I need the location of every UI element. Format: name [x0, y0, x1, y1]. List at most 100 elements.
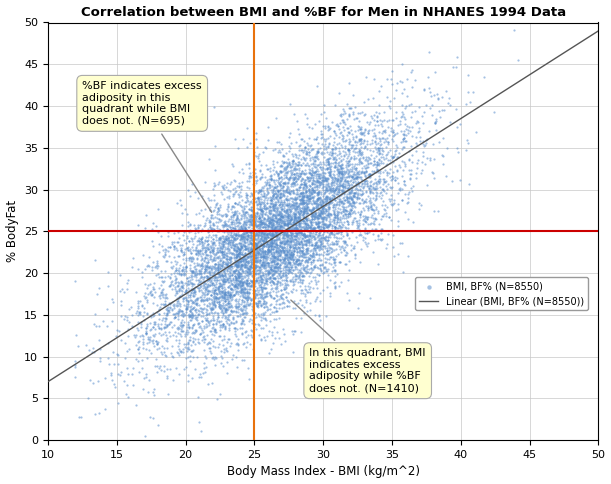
BMI, BF% (N=8550) [280, 279, 290, 287]
BMI, BF% (N=8550) [325, 292, 335, 300]
BMI, BF% (N=8550) [384, 103, 393, 110]
BMI, BF% (N=8550) [142, 354, 152, 362]
BMI, BF% (N=8550) [259, 234, 269, 242]
BMI, BF% (N=8550) [245, 294, 255, 302]
BMI, BF% (N=8550) [349, 144, 359, 152]
BMI, BF% (N=8550) [196, 329, 205, 336]
BMI, BF% (N=8550) [196, 324, 205, 332]
BMI, BF% (N=8550) [215, 304, 225, 312]
BMI, BF% (N=8550) [287, 230, 296, 238]
BMI, BF% (N=8550) [299, 207, 309, 215]
BMI, BF% (N=8550) [299, 213, 309, 221]
BMI, BF% (N=8550) [269, 225, 279, 233]
BMI, BF% (N=8550) [243, 281, 253, 288]
BMI, BF% (N=8550) [295, 257, 304, 264]
BMI, BF% (N=8550) [218, 248, 227, 256]
BMI, BF% (N=8550) [262, 237, 271, 244]
BMI, BF% (N=8550) [241, 302, 251, 310]
BMI, BF% (N=8550) [241, 245, 251, 253]
BMI, BF% (N=8550) [323, 164, 332, 171]
BMI, BF% (N=8550) [264, 175, 274, 182]
BMI, BF% (N=8550) [298, 167, 307, 175]
BMI, BF% (N=8550) [323, 226, 333, 234]
BMI, BF% (N=8550) [199, 273, 209, 281]
BMI, BF% (N=8550) [229, 284, 238, 291]
BMI, BF% (N=8550) [240, 306, 250, 314]
BMI, BF% (N=8550) [232, 303, 242, 311]
BMI, BF% (N=8550) [147, 266, 156, 274]
BMI, BF% (N=8550) [331, 159, 340, 167]
BMI, BF% (N=8550) [321, 258, 331, 266]
BMI, BF% (N=8550) [295, 160, 304, 167]
BMI, BF% (N=8550) [304, 185, 314, 193]
BMI, BF% (N=8550) [276, 286, 285, 294]
BMI, BF% (N=8550) [299, 230, 309, 238]
BMI, BF% (N=8550) [228, 216, 238, 224]
BMI, BF% (N=8550) [288, 215, 298, 223]
BMI, BF% (N=8550) [228, 307, 238, 315]
BMI, BF% (N=8550) [306, 229, 315, 237]
BMI, BF% (N=8550) [365, 173, 375, 181]
BMI, BF% (N=8550) [383, 123, 393, 131]
BMI, BF% (N=8550) [225, 291, 235, 299]
BMI, BF% (N=8550) [370, 220, 379, 228]
BMI, BF% (N=8550) [368, 248, 378, 256]
BMI, BF% (N=8550) [221, 300, 231, 308]
BMI, BF% (N=8550) [234, 261, 244, 269]
BMI, BF% (N=8550) [327, 238, 337, 246]
BMI, BF% (N=8550) [233, 258, 243, 266]
BMI, BF% (N=8550) [391, 206, 401, 214]
BMI, BF% (N=8550) [335, 182, 345, 190]
BMI, BF% (N=8550) [324, 182, 334, 190]
BMI, BF% (N=8550) [288, 198, 298, 206]
BMI, BF% (N=8550) [343, 220, 353, 227]
BMI, BF% (N=8550) [329, 216, 339, 224]
BMI, BF% (N=8550) [221, 295, 231, 302]
BMI, BF% (N=8550) [288, 248, 298, 256]
BMI, BF% (N=8550) [214, 276, 224, 284]
BMI, BF% (N=8550) [246, 231, 256, 239]
BMI, BF% (N=8550) [378, 167, 388, 175]
BMI, BF% (N=8550) [254, 299, 263, 306]
BMI, BF% (N=8550) [262, 250, 272, 257]
BMI, BF% (N=8550) [259, 297, 269, 305]
BMI, BF% (N=8550) [282, 246, 291, 254]
BMI, BF% (N=8550) [246, 296, 256, 304]
BMI, BF% (N=8550) [235, 231, 244, 239]
BMI, BF% (N=8550) [268, 262, 278, 270]
BMI, BF% (N=8550) [242, 289, 252, 297]
BMI, BF% (N=8550) [329, 266, 339, 274]
BMI, BF% (N=8550) [221, 288, 230, 296]
BMI, BF% (N=8550) [315, 210, 324, 217]
BMI, BF% (N=8550) [241, 279, 251, 287]
BMI, BF% (N=8550) [184, 345, 194, 353]
BMI, BF% (N=8550) [297, 136, 307, 143]
BMI, BF% (N=8550) [315, 170, 325, 178]
BMI, BF% (N=8550) [307, 147, 316, 154]
BMI, BF% (N=8550) [329, 155, 339, 163]
BMI, BF% (N=8550) [300, 232, 310, 240]
BMI, BF% (N=8550) [329, 134, 339, 142]
BMI, BF% (N=8550) [169, 243, 179, 251]
BMI, BF% (N=8550) [232, 214, 241, 222]
BMI, BF% (N=8550) [282, 235, 292, 242]
BMI, BF% (N=8550) [257, 290, 266, 298]
BMI, BF% (N=8550) [317, 209, 327, 216]
BMI, BF% (N=8550) [320, 166, 330, 173]
BMI, BF% (N=8550) [246, 239, 256, 246]
BMI, BF% (N=8550) [247, 279, 257, 287]
BMI, BF% (N=8550) [280, 220, 290, 228]
BMI, BF% (N=8550) [257, 241, 266, 249]
BMI, BF% (N=8550) [244, 226, 254, 234]
BMI, BF% (N=8550) [311, 153, 321, 161]
BMI, BF% (N=8550) [247, 260, 257, 268]
BMI, BF% (N=8550) [320, 174, 330, 182]
BMI, BF% (N=8550) [206, 264, 216, 272]
BMI, BF% (N=8550) [229, 291, 238, 299]
BMI, BF% (N=8550) [352, 193, 362, 200]
BMI, BF% (N=8550) [104, 360, 114, 368]
BMI, BF% (N=8550) [214, 227, 224, 235]
BMI, BF% (N=8550) [290, 178, 300, 186]
BMI, BF% (N=8550) [290, 262, 300, 270]
BMI, BF% (N=8550) [238, 221, 248, 229]
